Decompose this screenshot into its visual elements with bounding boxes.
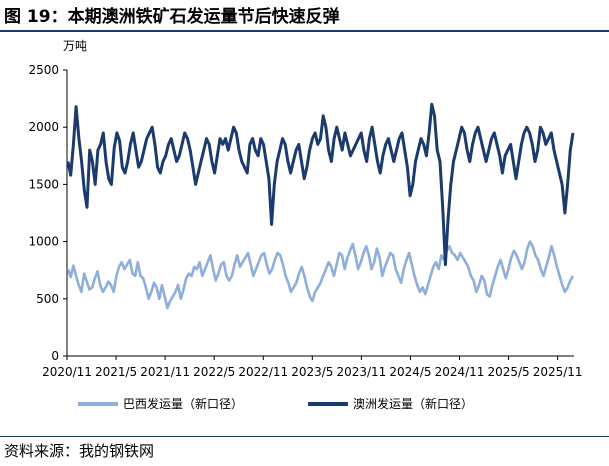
y-tick-label: 500: [36, 292, 59, 306]
x-tick-label: 2022/5: [193, 365, 235, 379]
x-tick-label: 2025/5: [487, 365, 529, 379]
x-tick-label: 2021/11: [140, 365, 190, 379]
y-unit-label: 万吨: [63, 39, 87, 53]
source-rule: [0, 436, 609, 437]
x-tick-label: 2024/5: [389, 365, 431, 379]
figure-title: 图 19：本期澳洲铁矿石发运量节后快速反弹: [4, 7, 340, 27]
x-tick-label: 2020/11: [42, 365, 92, 379]
x-tick-label: 2022/11: [238, 365, 288, 379]
x-tick-label: 2023/11: [336, 365, 386, 379]
legend-item: 澳洲发运量（新口径）: [308, 396, 473, 411]
y-tick-label: 2000: [28, 120, 59, 134]
legend-label: 澳洲发运量（新口径）: [353, 396, 473, 411]
title-rule: [0, 30, 609, 32]
legend-item: 巴西发运量（新口径）: [78, 396, 243, 411]
y-tick-label: 1000: [28, 235, 59, 249]
source-note: 资料来源：我的钢铁网: [4, 442, 155, 460]
x-axis: 2020/11 2021/5 2021/11 2022/5 2022/11 2023/5 2…: [42, 355, 583, 379]
y-tick-label: 2500: [28, 63, 59, 77]
legend: 巴西发运量（新口径） 澳洲发运量（新口径）: [78, 396, 473, 411]
y-axis: 0 500 1000 1500 2000 2500: [28, 63, 68, 363]
y-tick-label: 1500: [28, 177, 59, 191]
x-tick-label: 2025/11: [533, 365, 583, 379]
series-layer: [66, 102, 575, 310]
x-tick-label: 2023/5: [291, 365, 333, 379]
series-line-brazil: [66, 240, 575, 310]
x-tick-label: 2024/11: [435, 365, 485, 379]
x-tick-label: 2021/5: [95, 365, 137, 379]
series-line-australia: [66, 102, 575, 266]
legend-label: 巴西发运量（新口径）: [123, 396, 243, 411]
y-tick-label: 0: [51, 349, 59, 363]
